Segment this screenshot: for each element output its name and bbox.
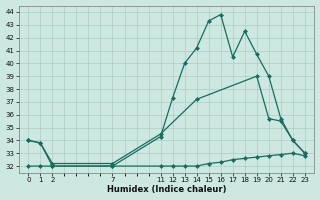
- X-axis label: Humidex (Indice chaleur): Humidex (Indice chaleur): [107, 185, 226, 194]
